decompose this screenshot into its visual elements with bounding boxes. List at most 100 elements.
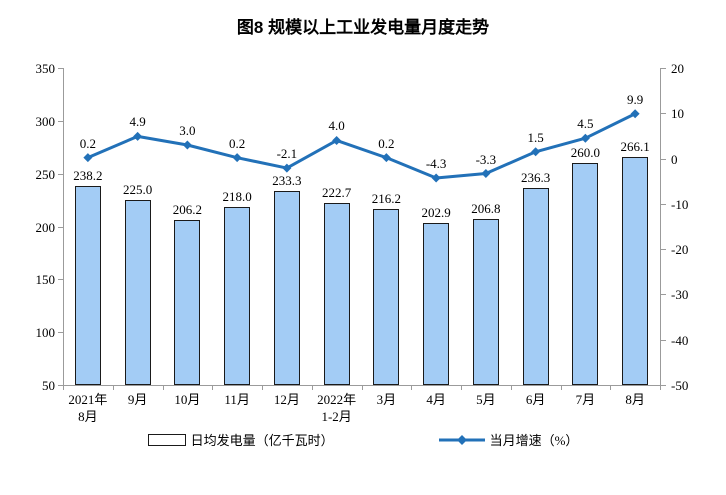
y-axis-label-right: -30 — [671, 287, 689, 303]
diamond-marker-icon — [133, 131, 143, 141]
bar — [622, 156, 649, 385]
x-tick-label: 2022年 1-2月 — [317, 392, 357, 424]
x-axis-tick — [63, 386, 64, 390]
y-axis-label-right: -50 — [671, 378, 689, 393]
line-point-label: 4.9 — [129, 114, 146, 130]
x-axis-tick — [212, 386, 214, 390]
bar — [124, 200, 151, 385]
diamond-marker-icon — [630, 109, 640, 119]
legend: 日均发电量（亿千瓦时） 当月增速（%） — [0, 430, 726, 449]
line-point-label: -3.3 — [475, 151, 497, 167]
bar-value-label: 222.7 — [322, 184, 352, 200]
left-axis-tick — [58, 385, 63, 386]
x-tick-label: 5月 — [476, 392, 496, 407]
bar-value-label: 216.2 — [371, 191, 401, 207]
legend-line-label: 当月增速（%） — [489, 433, 579, 448]
y-axis-label-right: 0 — [671, 151, 678, 167]
line-point-label: 1.5 — [527, 129, 544, 145]
bar-value-label: 238.2 — [73, 168, 103, 184]
right-axis-tick — [661, 249, 666, 251]
x-axis-tick — [461, 386, 462, 390]
left-axis-tick — [58, 173, 63, 175]
growth-line — [87, 112, 636, 180]
x-tick-label: 12月 — [273, 392, 300, 407]
bar-value-label: 266.1 — [620, 138, 650, 154]
growth-line-layer — [83, 109, 640, 183]
diamond-marker-icon — [282, 163, 292, 173]
right-axis-tick — [661, 158, 666, 160]
x-axis-tick — [162, 386, 164, 390]
x-axis-tick — [311, 386, 313, 390]
bar — [572, 163, 599, 385]
y-axis-label-left: 350 — [35, 61, 56, 76]
x-axis-tick — [510, 386, 512, 390]
bar-series-swatch-icon — [147, 433, 186, 446]
bar — [472, 219, 499, 385]
right-axis-tick — [661, 68, 666, 69]
bar-value-label: 218.0 — [222, 189, 252, 205]
bar-value-label: 202.9 — [421, 205, 451, 221]
right-axis-line — [660, 68, 661, 385]
y-axis-label-right: -20 — [671, 242, 689, 258]
x-tick-label: 4月 — [426, 392, 446, 407]
legend-item-bar-series: 日均发电量（亿千瓦时） — [147, 430, 334, 449]
line-point-label: 9.9 — [627, 91, 644, 107]
bar-value-label: 260.0 — [570, 145, 600, 161]
x-tick-label: 3月 — [376, 392, 397, 407]
left-axis-tick — [58, 279, 63, 281]
left-axis-tick — [58, 68, 63, 69]
right-axis-tick — [661, 203, 666, 205]
y-axis-label-right: -10 — [671, 196, 689, 212]
y-axis-label-left: 100 — [35, 325, 56, 341]
y-axis-label-left: 200 — [35, 219, 56, 235]
bar — [273, 191, 300, 385]
bar-value-label: 233.3 — [272, 173, 302, 189]
diamond-marker-icon — [332, 135, 342, 145]
chart-title: 图8 规模以上工业发电量月度走势 — [236, 18, 490, 37]
right-axis-tick — [661, 385, 666, 386]
line-point-label: 0.2 — [229, 135, 246, 151]
bar — [174, 219, 201, 385]
bar-value-label: 206.2 — [172, 201, 202, 217]
y-axis-label-left: 150 — [35, 272, 56, 288]
y-axis-label-left: 250 — [35, 166, 56, 182]
line-point-label: -4.3 — [425, 156, 447, 172]
bar — [323, 202, 350, 385]
right-axis-tick — [661, 294, 666, 296]
bar — [74, 186, 101, 385]
x-axis-line — [63, 385, 661, 386]
y-axis-label-right: 10 — [671, 106, 684, 122]
x-axis-tick — [610, 386, 612, 390]
legend-item-line-series: 当月增速（%） — [438, 430, 579, 449]
y-axis-label-right: -40 — [671, 332, 689, 348]
x-tick-label: 11月 — [224, 392, 250, 407]
left-axis-line — [63, 68, 64, 385]
diamond-marker-icon — [431, 173, 441, 183]
x-axis-tick — [361, 386, 363, 390]
diamond-marker-icon — [531, 147, 541, 157]
line-point-label: 0.2 — [79, 135, 96, 151]
diamond-marker-icon — [232, 153, 242, 163]
x-tick-label: 8月 — [625, 392, 645, 407]
x-tick-label: 7月 — [575, 392, 596, 407]
line-point-label: 3.0 — [179, 122, 196, 138]
bar-value-label: 225.0 — [123, 182, 153, 198]
diamond-marker-icon — [580, 133, 590, 143]
y-axis-label-right: 20 — [671, 61, 684, 76]
y-axis-label-left: 300 — [35, 113, 56, 129]
diamond-marker-icon — [83, 153, 93, 163]
x-tick-label: 9月 — [127, 392, 148, 407]
x-tick-label: 6月 — [525, 392, 546, 407]
left-axis-tick — [58, 226, 63, 228]
right-axis-tick — [661, 339, 666, 341]
legend-bar-label: 日均发电量（亿千瓦时） — [190, 433, 334, 448]
diamond-marker-icon — [481, 169, 491, 179]
x-axis-tick — [560, 386, 562, 390]
diamond-marker-icon — [182, 140, 192, 150]
bar — [373, 209, 400, 385]
bar-value-label: 236.3 — [521, 170, 551, 186]
bar — [522, 188, 549, 385]
diamond-marker-icon — [381, 153, 391, 163]
bar — [423, 223, 450, 385]
